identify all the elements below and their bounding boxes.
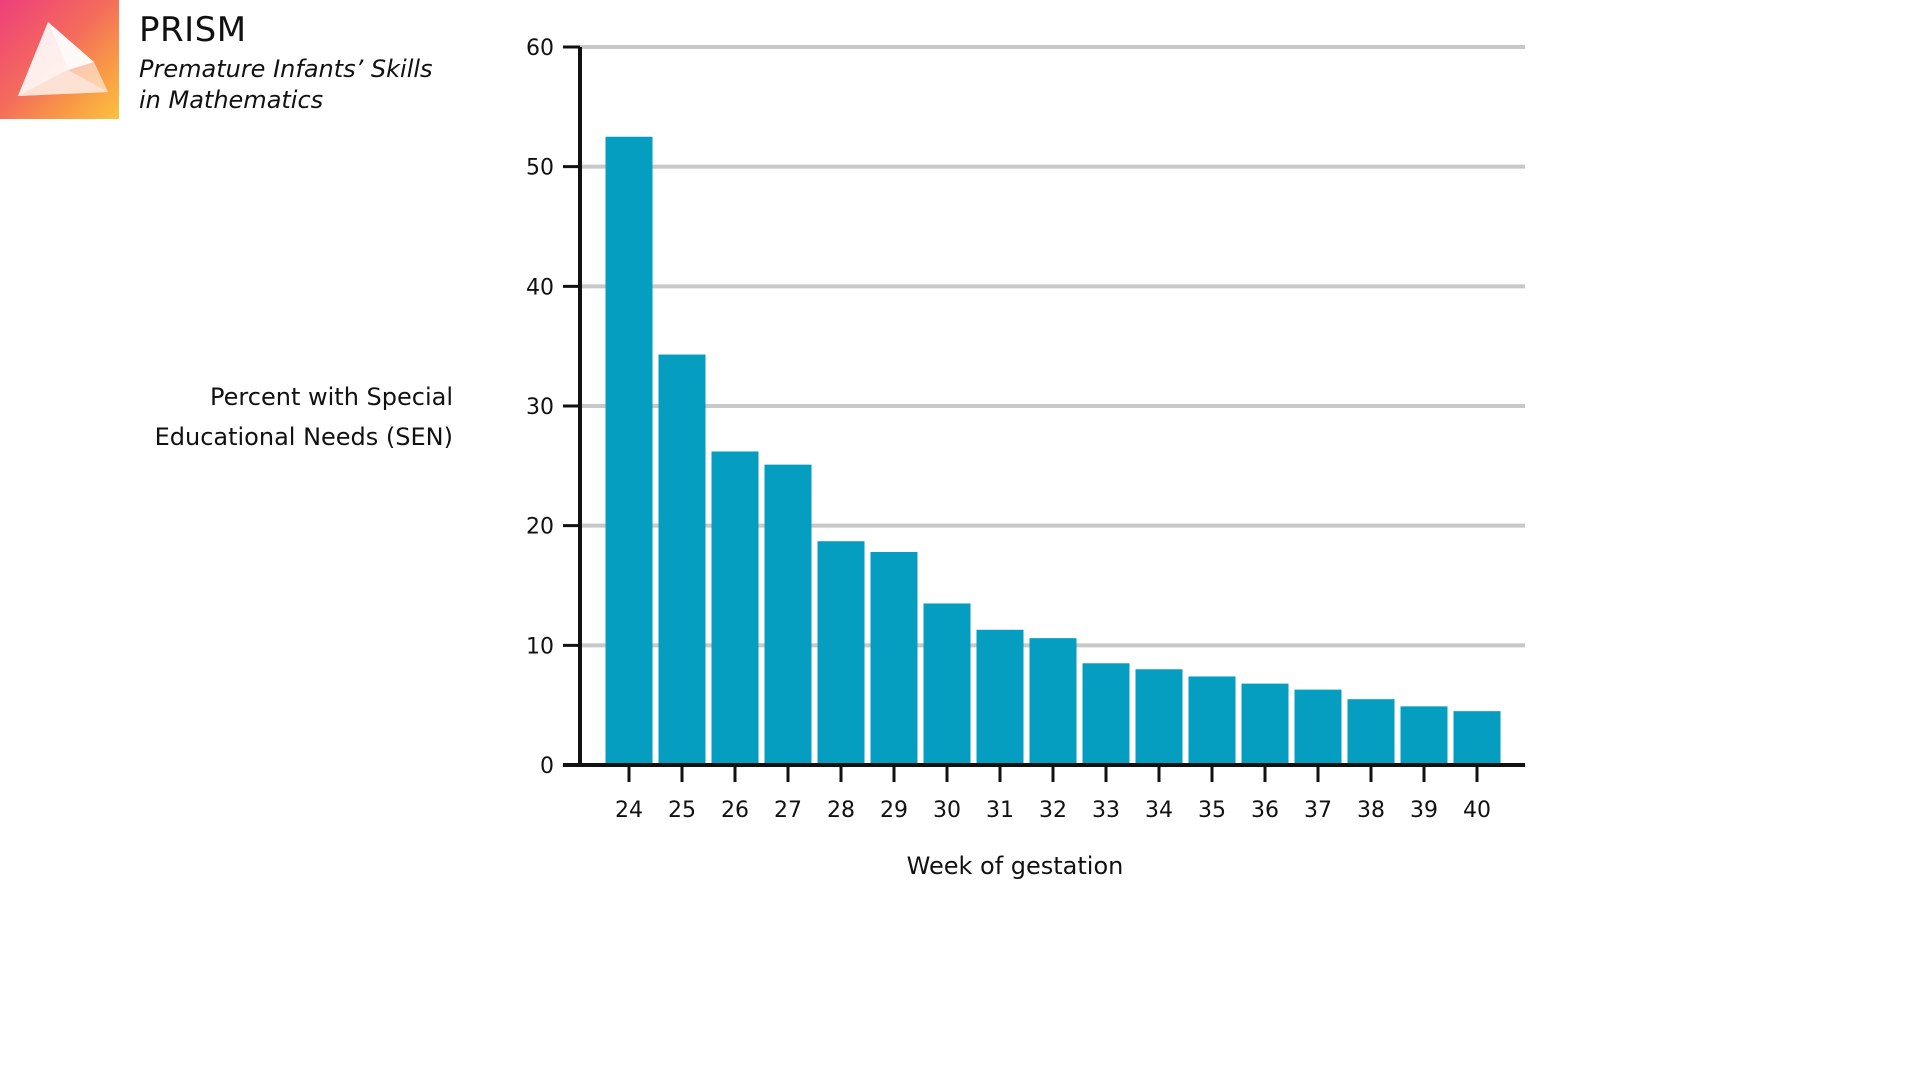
x-tick-label: 30 [933, 798, 961, 823]
tick-labels: 0 10 20 30 40 50 60 24 25 26 27 28 29 30 31 32 33 34 35 36 3… [526, 36, 1491, 823]
y-tick-label: 60 [526, 36, 554, 61]
bar-34 [1135, 669, 1183, 765]
bar-27 [764, 464, 812, 765]
x-tick-label: 29 [880, 798, 908, 823]
y-axis-label: Percent with Special Educational Needs (… [155, 377, 453, 457]
x-tick-label: 35 [1198, 798, 1226, 823]
y-tick-label: 20 [526, 515, 554, 540]
x-tick-label: 32 [1039, 798, 1067, 823]
bar-40 [1453, 711, 1501, 765]
x-tick-label: 26 [721, 798, 749, 823]
brand-subtitle-line1: Premature Infants’ Skills [139, 55, 433, 83]
bar-28 [817, 541, 865, 765]
bar-37 [1294, 689, 1342, 765]
bar-29 [870, 551, 918, 765]
x-tick-label: 34 [1145, 798, 1173, 823]
x-tick-label: 38 [1357, 798, 1385, 823]
axes [563, 45, 1525, 782]
bar-36 [1241, 683, 1289, 765]
y-tick-label: 30 [526, 395, 554, 420]
x-tick-label: 40 [1463, 798, 1491, 823]
bar-38 [1347, 699, 1395, 765]
bar-31 [976, 629, 1024, 765]
x-axis-label: Week of gestation [906, 852, 1124, 880]
x-tick-label: 37 [1304, 798, 1332, 823]
bar-33 [1082, 663, 1130, 765]
brand-subtitle: Premature Infants’ Skills in Mathematics [139, 54, 433, 116]
x-tick-label: 25 [668, 798, 696, 823]
y-tick-label: 0 [540, 754, 554, 779]
y-tick-label: 10 [526, 634, 554, 659]
prism-triangle-icon [18, 22, 108, 96]
bar-35 [1188, 676, 1236, 765]
x-tick-label: 39 [1410, 798, 1438, 823]
brand-block: PRISM Premature Infants’ Skills in Mathe… [139, 10, 433, 116]
x-tick-label: 27 [774, 798, 802, 823]
bar-32 [1029, 638, 1077, 765]
x-tick-label: 24 [615, 798, 643, 823]
brand-subtitle-line2: in Mathematics [139, 86, 324, 114]
y-tick-label: 40 [526, 275, 554, 300]
x-tick-label: 28 [827, 798, 855, 823]
bar-39 [1400, 706, 1448, 765]
bar-24 [605, 136, 653, 765]
bars [605, 136, 1501, 765]
prism-logo [0, 0, 119, 119]
bar-26 [711, 451, 759, 765]
brand-title: PRISM [139, 10, 247, 50]
y-tick-label: 50 [526, 156, 554, 181]
bar-25 [658, 354, 706, 765]
bar-30 [923, 603, 971, 765]
y-axis-label-line1: Percent with Special [210, 383, 453, 411]
y-axis-label-line2: Educational Needs (SEN) [154, 423, 453, 451]
x-tick-label: 36 [1251, 798, 1279, 823]
x-tick-label: 33 [1092, 798, 1120, 823]
x-tick-label: 31 [986, 798, 1014, 823]
